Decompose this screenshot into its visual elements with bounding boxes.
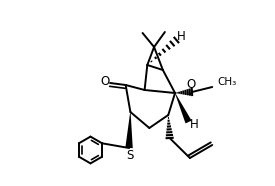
Text: O: O [100,75,109,88]
Text: CH₃: CH₃ [217,77,236,87]
Text: H: H [177,30,185,43]
Text: H: H [189,118,198,131]
Polygon shape [125,112,133,148]
Text: S: S [126,149,134,162]
Text: O: O [186,78,196,92]
Polygon shape [175,93,192,124]
